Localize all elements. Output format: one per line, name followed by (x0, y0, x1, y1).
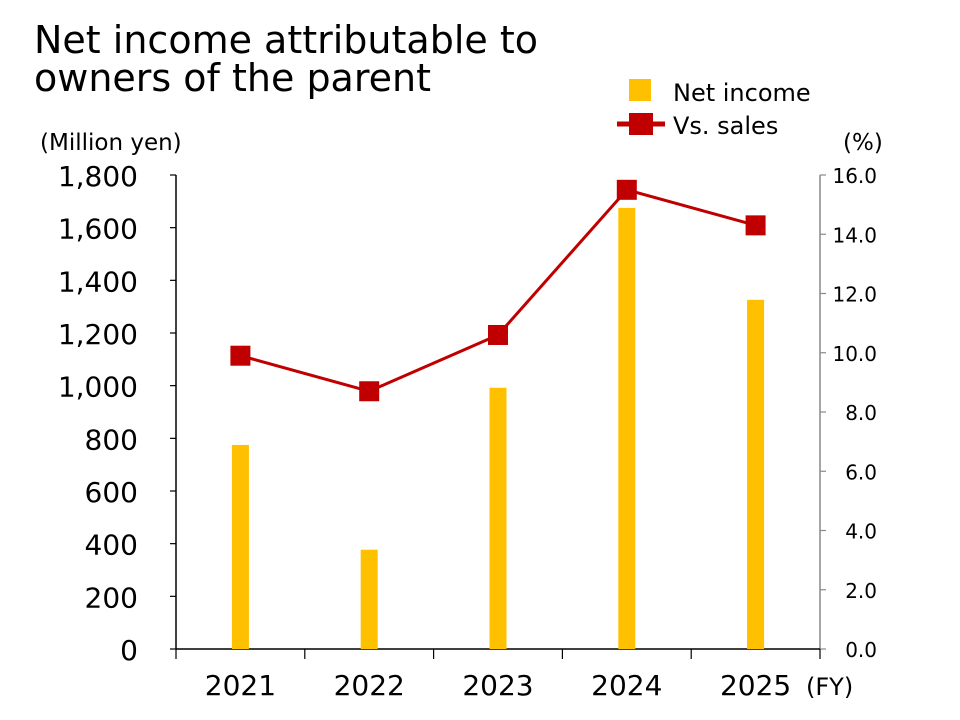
right-axis-unit: (%) (843, 130, 883, 156)
bars (231, 207, 765, 649)
right-tick-label: 6.0 (845, 460, 877, 484)
right-tick-label: 14.0 (832, 223, 877, 247)
marker-2024 (616, 179, 637, 200)
bar-2023 (489, 387, 507, 649)
marker-2025 (745, 215, 766, 236)
left-tick-label: 400 (85, 529, 138, 562)
x-axis-unit: (FY) (806, 673, 853, 701)
legend-swatch-net-income (629, 79, 651, 101)
right-tick-label: 16.0 (832, 164, 877, 188)
vs-sales-line (240, 188, 756, 393)
right-tick-label: 0.0 (845, 638, 877, 662)
legend-label-vs-sales: Vs. sales (673, 112, 778, 140)
left-tick-label: 200 (85, 581, 138, 614)
left-tick-label: 0 (120, 634, 138, 667)
right-tick-label: 4.0 (845, 520, 877, 544)
axes: 0 200 400 600 800 1,000 1,200 1,400 1,600 1,800 0.… (58, 160, 877, 702)
legend: Net income Vs. sales (617, 79, 811, 140)
right-tick-label: 2.0 (845, 579, 877, 603)
x-tick-label: 2021 (205, 669, 276, 702)
chart-title-line-2: owners of the parent (34, 56, 431, 100)
left-tick-label: 1,400 (58, 265, 138, 298)
marker-2023 (488, 324, 508, 345)
chart-title-line-1: Net income attributable to (34, 18, 538, 62)
marker-2022 (359, 381, 380, 402)
bar-2021 (231, 444, 249, 649)
legend-marker-vs-sales (629, 113, 653, 135)
right-tick-label: 10.0 (832, 342, 877, 366)
x-tick-label: 2025 (720, 669, 791, 702)
left-tick-label: 1,600 (58, 213, 138, 246)
left-tick-label: 1,000 (58, 371, 138, 404)
bar-2022 (360, 549, 378, 649)
left-axis-unit: (Million yen) (40, 130, 182, 156)
left-tick-label: 800 (85, 423, 138, 456)
left-tick-label: 1,800 (58, 160, 138, 193)
legend-label-net-income: Net income (673, 79, 811, 107)
left-tick-label: 1,200 (58, 318, 138, 351)
bar-2025 (747, 299, 765, 649)
line-series (230, 179, 766, 402)
right-tick-label: 8.0 (845, 401, 877, 425)
x-tick-label: 2022 (334, 669, 405, 702)
x-tick-label: 2024 (591, 669, 662, 702)
marker-2021 (230, 345, 251, 366)
left-tick-label: 600 (85, 476, 138, 509)
x-tick-label: 2023 (462, 669, 533, 702)
right-tick-label: 12.0 (832, 283, 877, 307)
bar-2024 (618, 207, 636, 649)
